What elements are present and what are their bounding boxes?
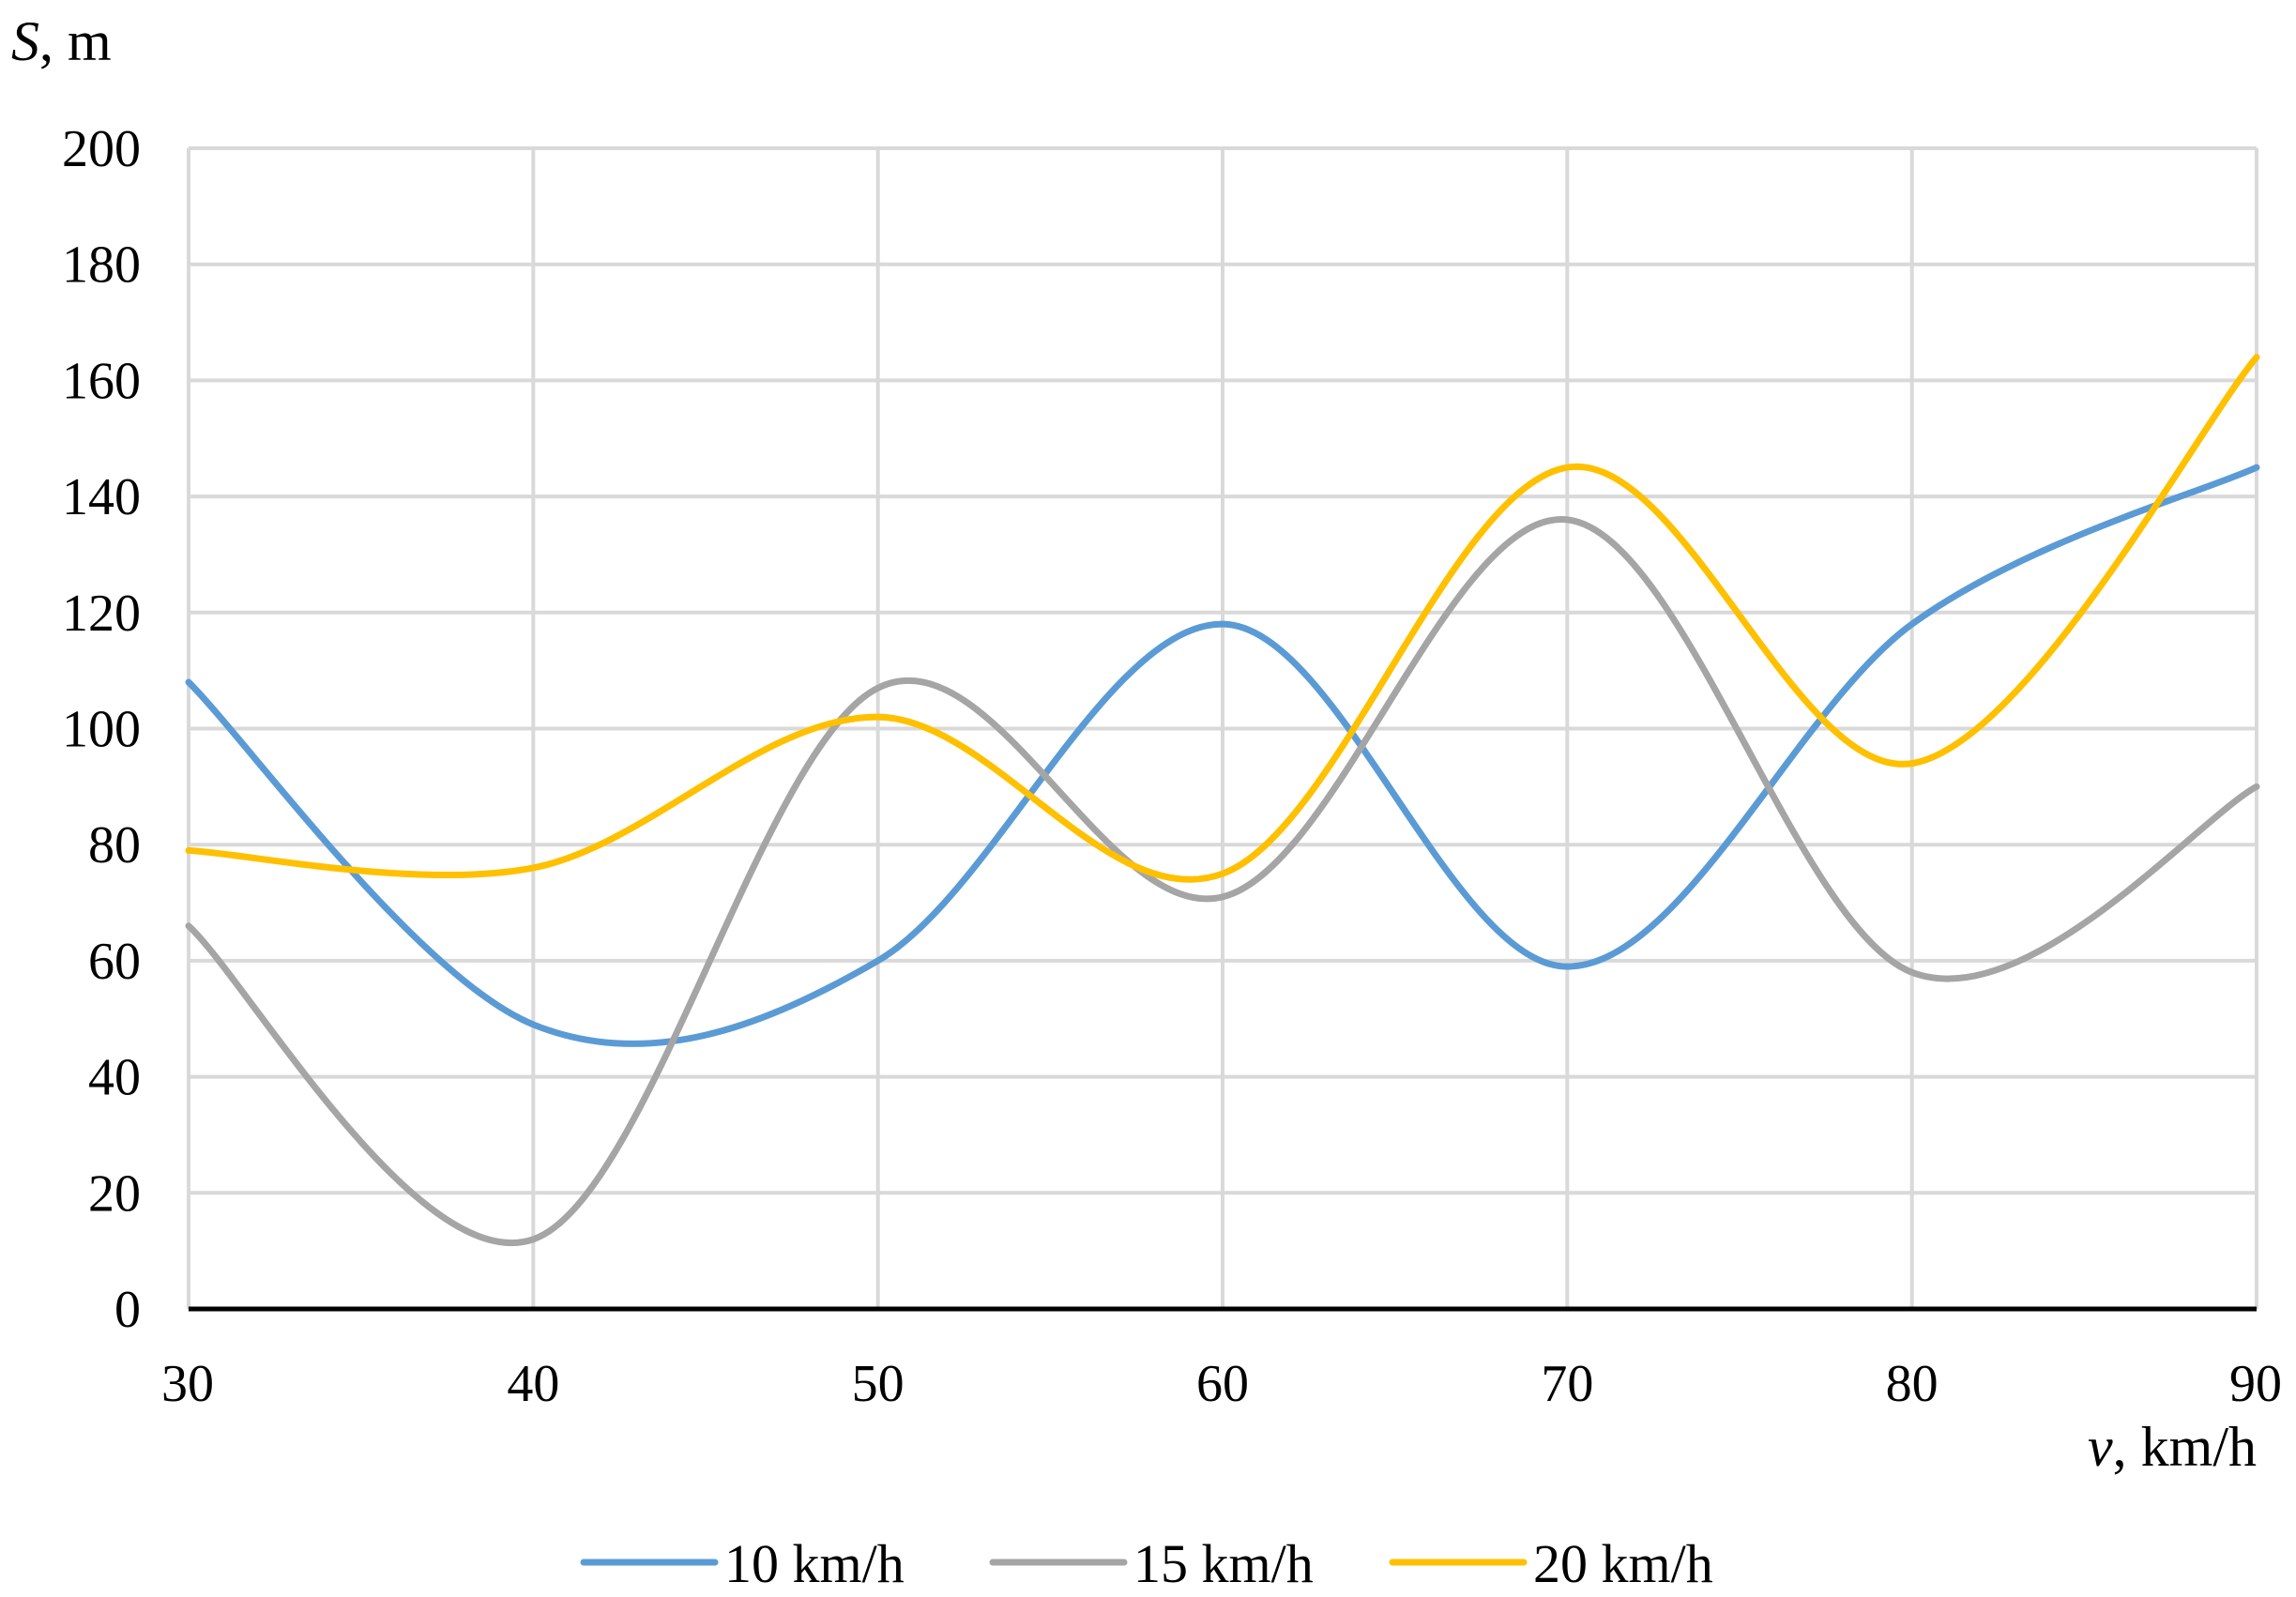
y-tick-label-200: 200 xyxy=(62,120,141,178)
x-tick-label-60: 60 xyxy=(1196,1355,1249,1413)
x-tick-label-40: 40 xyxy=(507,1355,559,1413)
y-tick-label-0: 0 xyxy=(114,1281,141,1339)
series-layer xyxy=(185,354,2260,1246)
y-tick-label-160: 160 xyxy=(62,352,141,410)
y-tick-label-140: 140 xyxy=(62,468,141,526)
series-line-1 xyxy=(185,464,2260,1048)
x-tick-label-50: 50 xyxy=(852,1355,905,1413)
y-tick-label-180: 180 xyxy=(62,236,141,295)
x-axis-unit: , km/h xyxy=(2113,1416,2257,1478)
y-tick-label-120: 120 xyxy=(62,585,141,643)
series-line-2 xyxy=(185,516,2260,1246)
grid xyxy=(187,146,2258,1309)
legend-label-1: 10 km/h xyxy=(724,1533,905,1594)
x-tick-label-80: 80 xyxy=(1886,1355,1939,1413)
y-axis-unit: , m xyxy=(39,10,112,72)
y-axis-label: S, m xyxy=(11,10,112,72)
legend: 10 km/h 15 km/h 20 km/h xyxy=(580,1533,1713,1594)
x-tick-label-90: 90 xyxy=(2229,1355,2282,1413)
x-axis-variable: v xyxy=(2088,1416,2113,1478)
y-axis-variable: S xyxy=(11,10,39,72)
x-tick-label-30: 30 xyxy=(161,1355,214,1413)
x-tick-label-70: 70 xyxy=(1541,1355,1593,1413)
y-tick-label-60: 60 xyxy=(88,933,141,991)
y-tick-labels: 0 20 40 60 80 100 120 140 160 180 200 xyxy=(62,120,141,1339)
y-tick-label-20: 20 xyxy=(88,1164,141,1223)
x-axis-label: v, km/h xyxy=(2088,1416,2257,1478)
y-tick-label-100: 100 xyxy=(62,701,141,759)
legend-label-3: 20 km/h xyxy=(1533,1533,1713,1594)
x-tick-labels: 30 40 50 60 70 80 90 xyxy=(161,1355,2282,1413)
y-tick-label-40: 40 xyxy=(88,1049,141,1107)
y-tick-label-80: 80 xyxy=(88,816,141,875)
legend-label-2: 15 km/h xyxy=(1133,1533,1314,1594)
series-line-3 xyxy=(185,354,2260,883)
